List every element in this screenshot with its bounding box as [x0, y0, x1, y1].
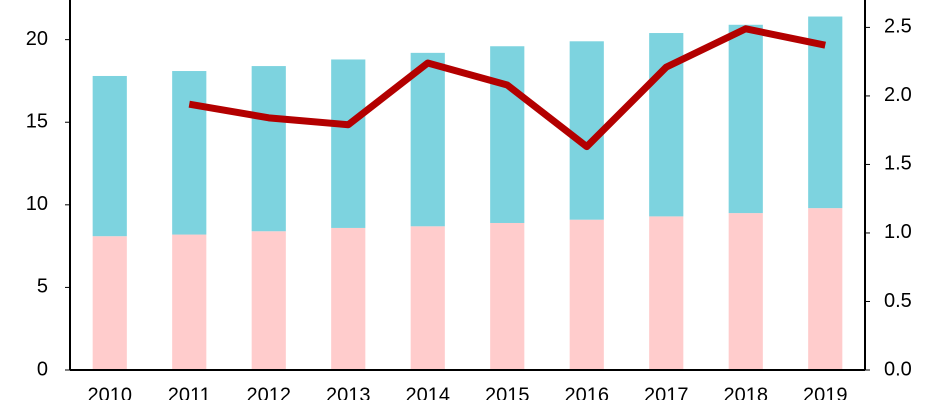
bar: [728, 24, 763, 214]
bar: [490, 46, 525, 223]
bar: [172, 71, 207, 235]
bar: [649, 216, 684, 370]
x-tick-label: 2016: [565, 384, 610, 400]
x-tick-label: 2015: [485, 384, 530, 400]
y2-tick-label: 2.5: [884, 16, 912, 38]
y2-tick-label: 0.0: [884, 358, 912, 380]
bar: [251, 66, 286, 232]
x-tick-label: 2013: [326, 384, 371, 400]
bar: [331, 227, 366, 370]
x-tick-label: 2014: [406, 384, 451, 400]
bar: [410, 52, 445, 227]
y2-tick-label: 1.5: [884, 153, 912, 175]
bar: [490, 222, 525, 370]
x-tick-label: 2010: [88, 384, 133, 400]
x-tick-label: 2017: [644, 384, 689, 400]
y-tick-label: 15: [26, 111, 48, 133]
bar: [569, 219, 604, 370]
bar: [251, 231, 286, 370]
x-tick-label: 2011: [168, 384, 211, 400]
y-tick-label: 5: [37, 276, 48, 298]
bar: [410, 226, 445, 370]
line: [188, 25, 826, 151]
y-tick-label: 20: [26, 28, 48, 50]
bar: [92, 236, 127, 370]
y2-tick-label: 0.5: [884, 290, 912, 312]
bar: [331, 59, 366, 228]
y-tick-label: 0: [37, 358, 48, 380]
x-tick-label: 2018: [724, 384, 769, 400]
y2-tick-label: 1.0: [884, 221, 912, 243]
x-tick-label: 2019: [803, 384, 848, 400]
y2-tick-label: 2.0: [884, 84, 912, 106]
bar: [172, 234, 207, 370]
bar: [92, 75, 127, 237]
bar: [808, 208, 843, 370]
y-tick-label: 10: [26, 193, 48, 215]
bar: [728, 213, 763, 370]
x-tick-label: 2012: [247, 384, 292, 400]
bar: [808, 16, 843, 209]
